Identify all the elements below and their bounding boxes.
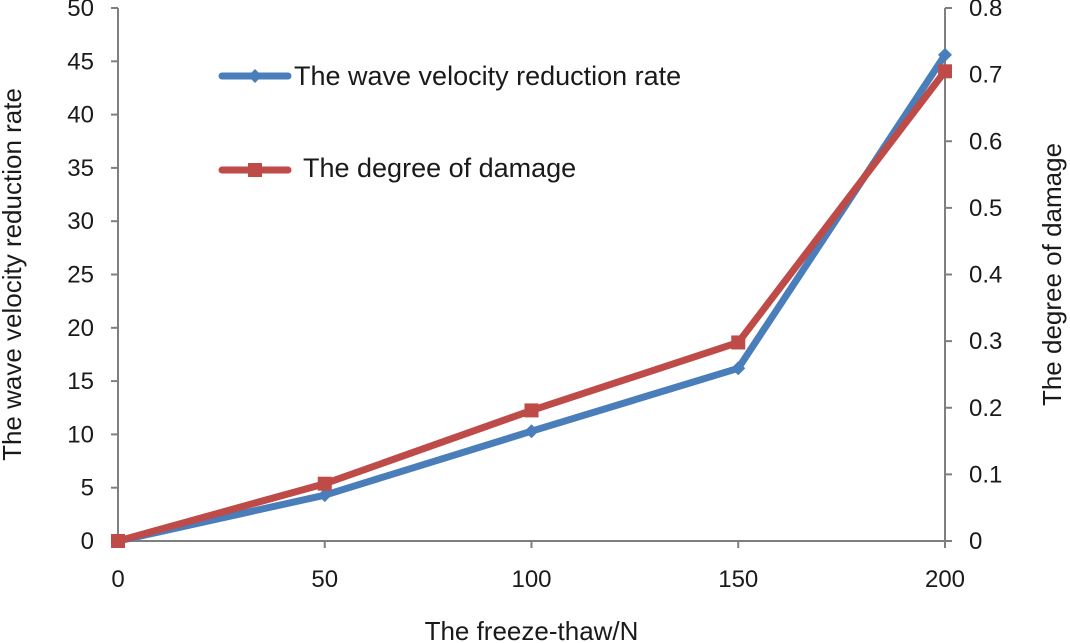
y-left-tick-label: 0 [81,528,94,555]
series-layer [111,47,952,548]
y-right-tick-label: 0 [969,528,982,555]
legend-label-degree-of-damage: The degree of damage [303,153,576,183]
series-line-wave-velocity [114,51,949,545]
y-right-tick-label: 0.2 [969,395,1002,422]
data-point-diamond-marker [317,488,332,503]
x-tick-label: 0 [111,566,124,593]
y-left-tick-label: 20 [67,315,94,342]
series-line-degree-of-damage [114,67,949,545]
data-point-square-marker [731,335,746,350]
data-point-diamond-marker [731,361,746,376]
x-tick-label: 50 [311,566,338,593]
y-left-tick-label: 30 [67,208,94,235]
y-left-tick-label: 25 [67,262,94,289]
data-point-square-marker [111,534,125,548]
x-tick-label: 150 [718,566,758,593]
axes-layer: 0 5 10 15 20 25 30 35 40 45 50 0 0.1 0.2 0.3 0.4 0.5 0.6 0… [67,0,1002,593]
y-right-tick-label: 0.5 [969,195,1002,222]
data-point-square-marker [317,476,332,491]
y-axis-left-title: The wave velocity reduction rate [0,88,27,461]
y-right-tick-label: 0.8 [969,0,1002,22]
data-point-diamond-marker [524,424,539,439]
x-tick-label: 200 [925,566,965,593]
data-point-square-marker [938,64,952,79]
y-left-tick-label: 50 [67,0,94,22]
y-left-tick-label: 35 [67,155,94,182]
y-right-tick-label: 0.7 [969,62,1002,89]
data-point-diamond-marker [938,47,952,62]
y-right-tick-label: 0.3 [969,328,1002,355]
data-point-square-marker [524,403,539,418]
y-left-tick-label: 15 [67,368,94,395]
x-tick-label: 100 [511,566,551,593]
legend-swatch-diamond-marker [248,69,262,83]
y-right-tick-label: 0.6 [969,128,1002,155]
y-left-tick-label: 10 [67,421,94,448]
legend-swatch-square-marker [248,163,262,177]
y-right-tick-label: 0.4 [969,262,1002,289]
legend-label-wave-velocity: The wave velocity reduction rate [294,61,681,91]
y-axis-right-title: The degree of damage [1037,143,1067,406]
legend: The wave velocity reduction rate The deg… [218,61,681,183]
y-left-tick-label: 45 [67,48,94,75]
y-left-tick-label: 40 [67,102,94,129]
y-right-tick-label: 0.1 [969,461,1002,488]
x-axis-title: The freeze-thaw/N [425,616,639,643]
y-left-tick-label: 5 [81,475,94,502]
